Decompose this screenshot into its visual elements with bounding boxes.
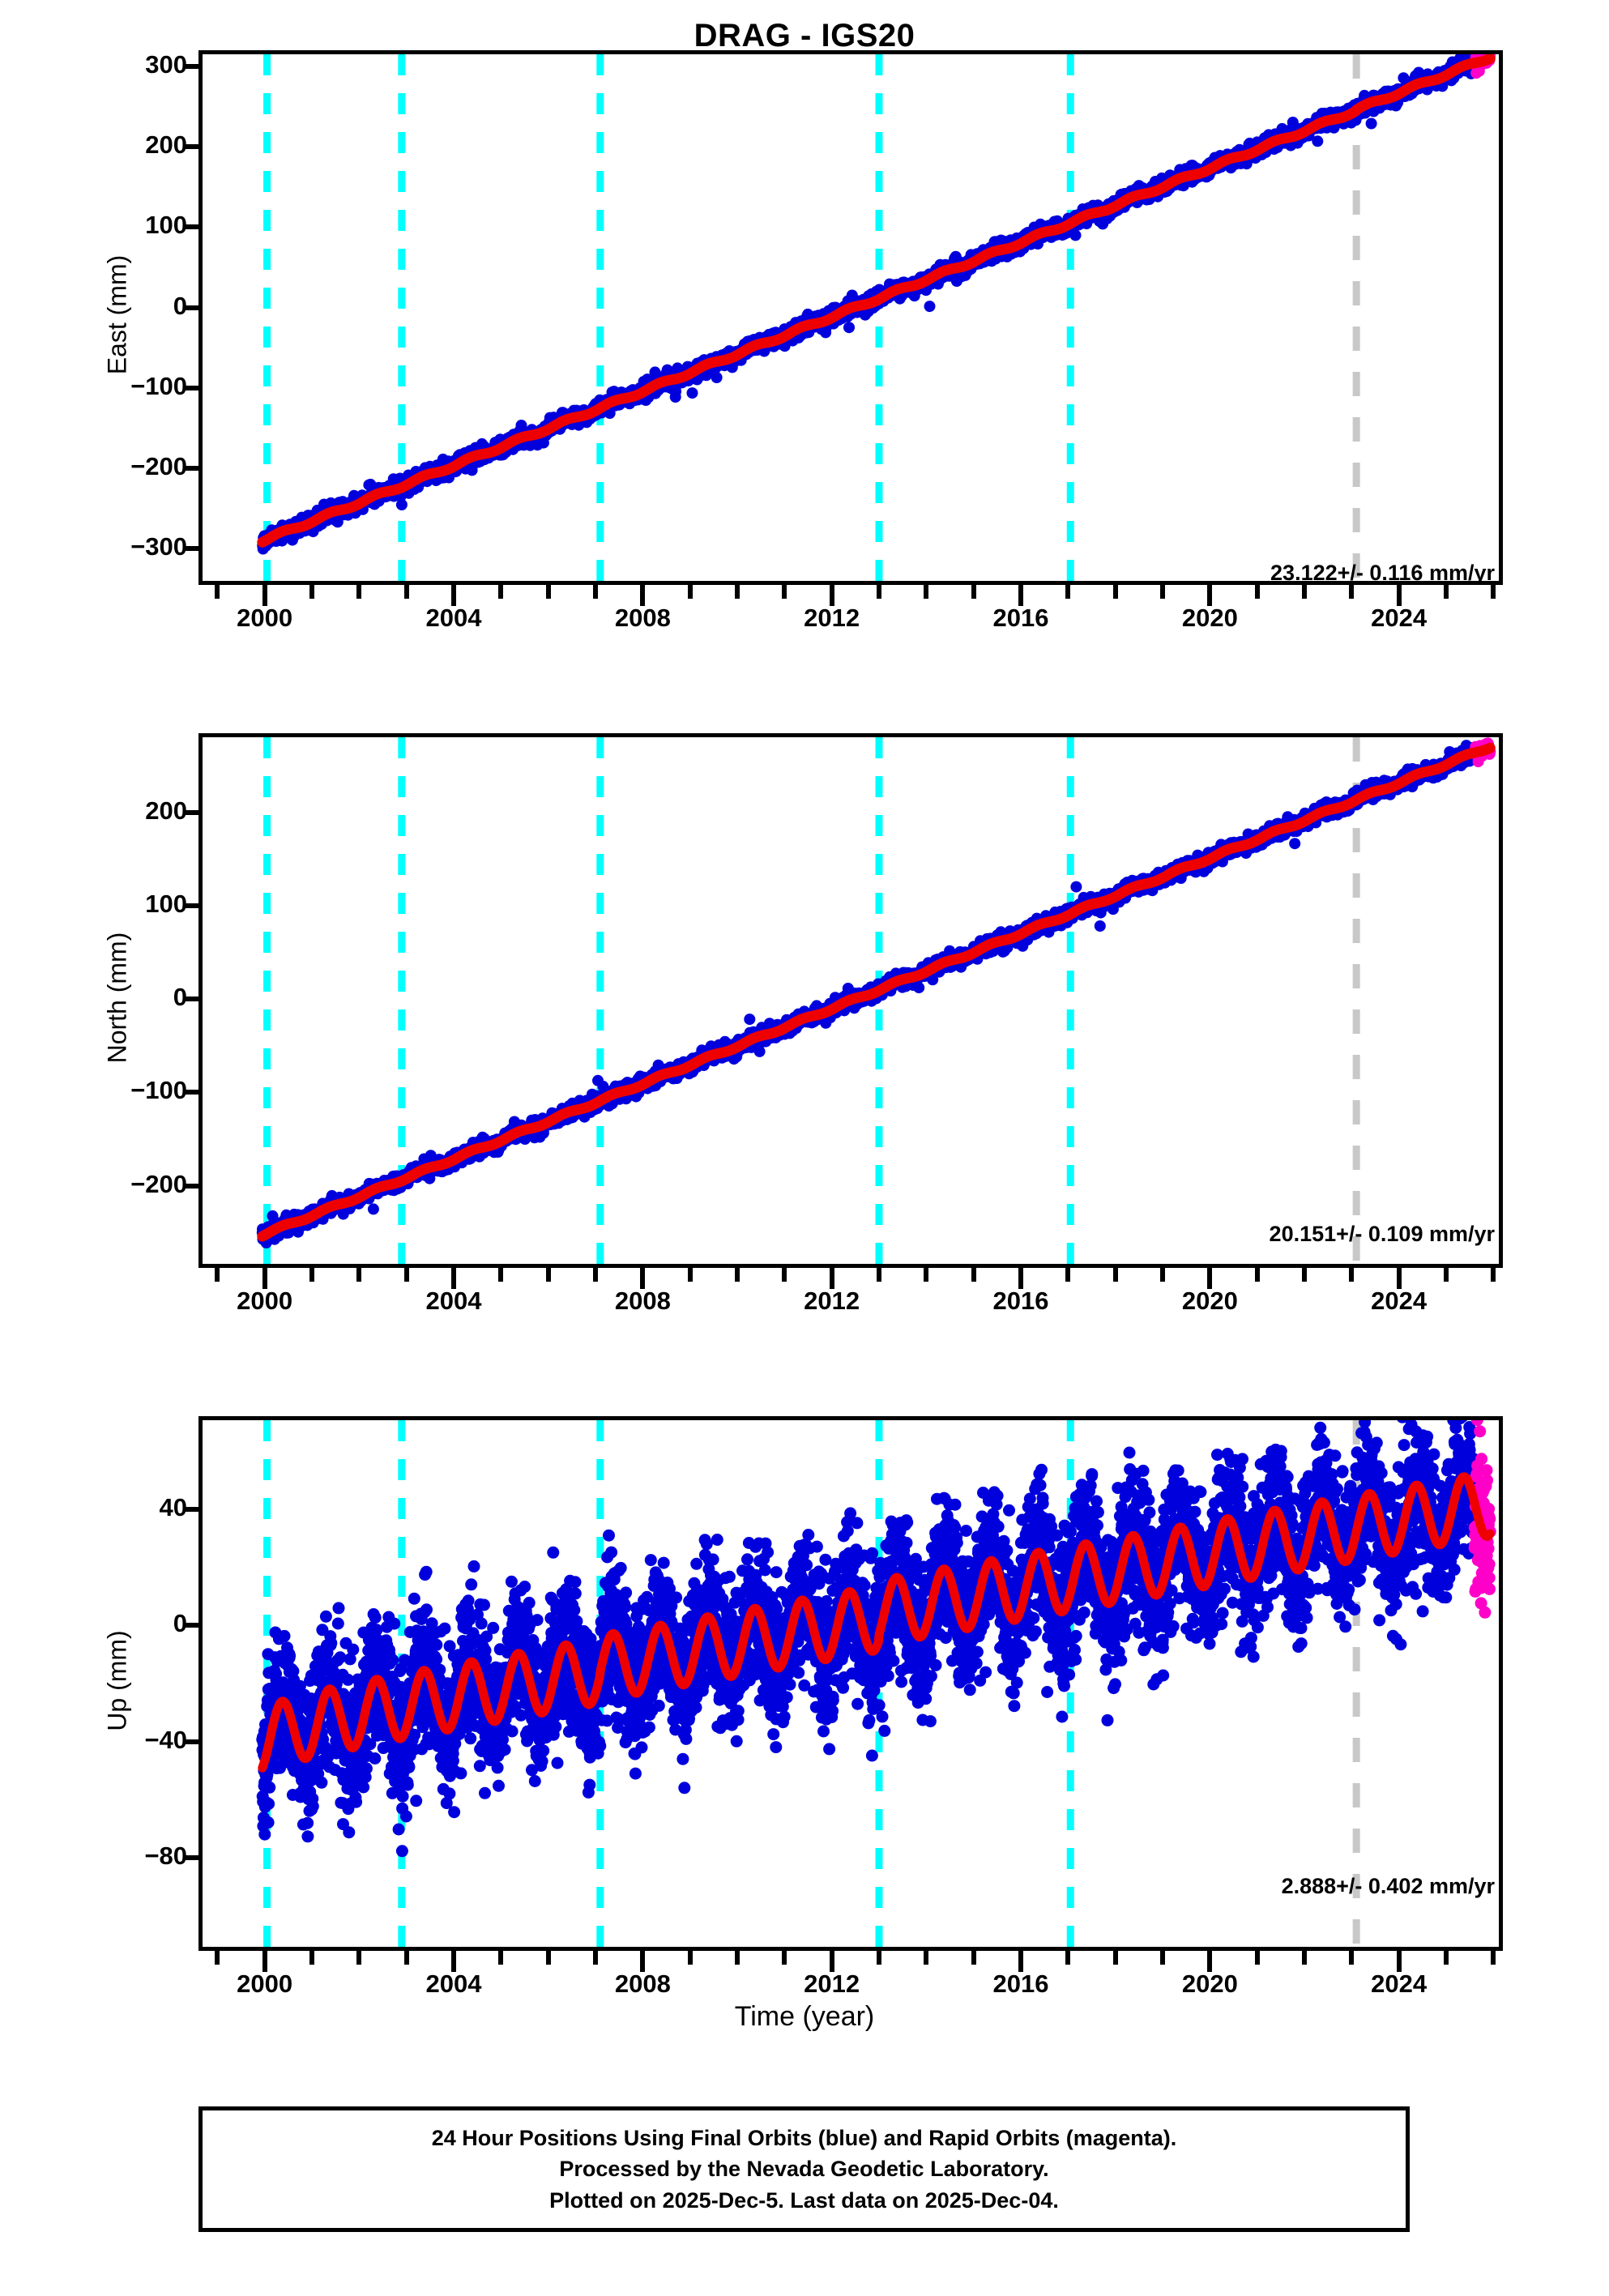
- data-point: [744, 1014, 756, 1026]
- data-point: [395, 499, 408, 510]
- plot-canvas-east: [257, 54, 1496, 581]
- data-point: [924, 301, 936, 313]
- data-point: [367, 1203, 379, 1215]
- model-fit-line: [257, 54, 1496, 548]
- data-point: [1069, 229, 1082, 241]
- data-point: [711, 372, 723, 383]
- data-point: [466, 464, 478, 476]
- data-point: [1312, 135, 1324, 147]
- plot-frame-north: [198, 733, 1503, 1268]
- plot-canvas-north: [256, 737, 1496, 1264]
- data-point: [1365, 117, 1377, 130]
- data-point: [686, 387, 698, 399]
- data-point: [753, 1045, 766, 1057]
- page-title: DRAG - IGS20: [694, 18, 915, 53]
- data-point: [843, 322, 855, 334]
- plot-frame-east: [198, 50, 1503, 585]
